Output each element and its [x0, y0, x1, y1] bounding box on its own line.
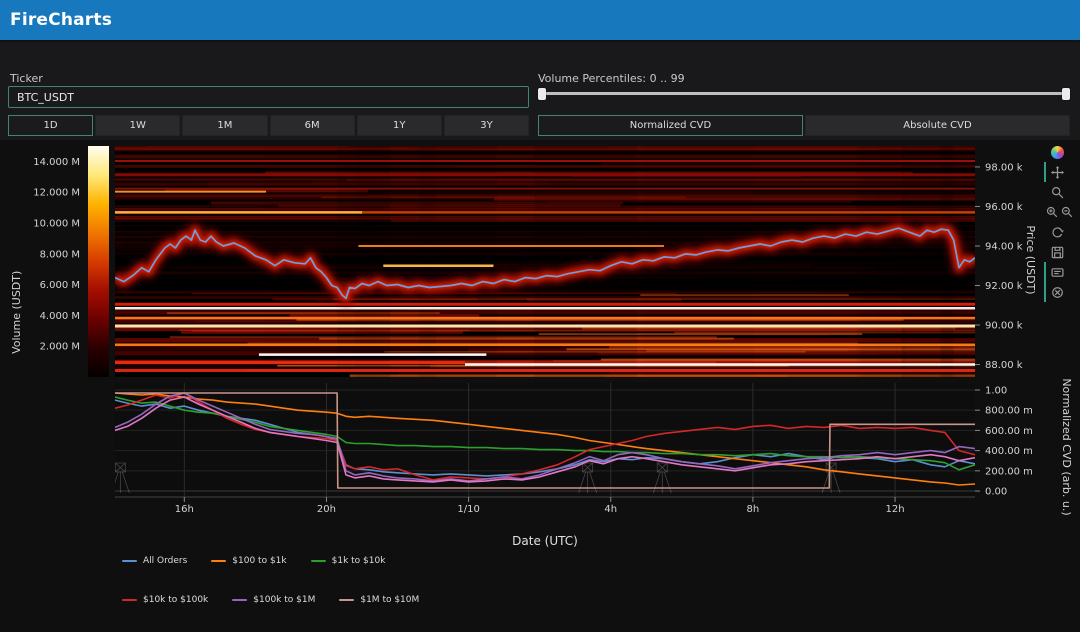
axis-tick-label: 88.00 k: [985, 360, 1023, 371]
legend-row: $10k to $100k $100k to $1M $1M to $10M: [122, 595, 419, 605]
axis-tick-label: 98.00 k: [985, 162, 1023, 173]
legend-item--100k-to-1m[interactable]: $100k to $1M: [232, 595, 315, 605]
price-axis-title: Price (USDT): [1024, 225, 1037, 294]
plotly-modebar: [1044, 142, 1074, 302]
axis-tick-label: 4h: [604, 504, 617, 515]
axis-tick-label: 0.00: [985, 487, 1007, 498]
artifact-glyph: [578, 462, 598, 494]
app-header: FireCharts: [0, 0, 1080, 40]
legend-label: $100 to $1k: [232, 556, 287, 566]
axis-tick-label: 8.000 M: [40, 249, 80, 260]
download-icon[interactable]: [1044, 242, 1068, 262]
axis-tick-label: 20h: [317, 504, 336, 515]
axis-tick-label: 94.00 k: [985, 241, 1023, 252]
axis-tick-label: 1.00: [985, 385, 1007, 396]
legend-swatch: [211, 559, 227, 563]
slider-handle-min[interactable]: [538, 88, 546, 100]
autoscale-icon[interactable]: [1044, 222, 1068, 242]
zoom-in-icon[interactable]: [1044, 202, 1059, 222]
range-button-6m[interactable]: 6M: [269, 115, 355, 136]
cvd-axis-title: Normalized CVD (arb. u.): [1060, 378, 1073, 515]
cvd-lines: [115, 392, 975, 494]
cvd-line--1m-to-10m: [115, 392, 975, 489]
ticker-input[interactable]: [8, 86, 529, 108]
hover-closest-icon[interactable]: [1044, 262, 1068, 282]
cvd-button-row: Normalized CVD Absolute CVD: [538, 115, 1070, 136]
axis-tick-label: 92.00 k: [985, 281, 1023, 292]
axis-tick-label: 1/10: [457, 504, 479, 515]
axis-tick-label: 6.000 M: [40, 280, 80, 291]
slider-handle-max[interactable]: [1062, 88, 1070, 100]
range-button-row: 1D 1W 1M 6M 1Y 3Y: [8, 115, 530, 136]
cvd-line--10k-to-100k: [115, 392, 975, 481]
zoom-out-icon[interactable]: [1059, 202, 1074, 222]
legend-label: $100k to $1M: [253, 595, 316, 605]
range-button-1m[interactable]: 1M: [182, 115, 268, 136]
range-button-3y[interactable]: 3Y: [443, 115, 530, 136]
legend-swatch: [122, 559, 137, 563]
volume-percentiles-label: Volume Percentiles: 0 .. 99: [538, 72, 685, 85]
volume-percentile-slider[interactable]: [538, 88, 1070, 100]
legend-swatch: [122, 598, 137, 602]
cvd-line--100k-to-1m: [115, 392, 975, 482]
slider-track[interactable]: [540, 92, 1068, 95]
axis-tick-label: 600.00 m: [985, 426, 1033, 437]
axis-tick-label: 96.00 k: [985, 202, 1023, 213]
range-button-1y[interactable]: 1Y: [356, 115, 442, 136]
axis-tick-label: 10.000 M: [33, 219, 80, 230]
legend-swatch: [339, 598, 355, 602]
legend-item--10k-to-100k[interactable]: $10k to $100k: [122, 595, 208, 605]
cvd-line-unlabeled: [115, 396, 975, 483]
axis-tick-label: 4.000 M: [40, 311, 80, 322]
axis-tick-label: 12h: [886, 504, 905, 515]
plotly-logo-icon[interactable]: [1044, 142, 1068, 162]
legend-item--100-to-1k[interactable]: $100 to $1k: [211, 556, 287, 566]
legend-swatch: [232, 598, 248, 602]
chart-legend: All Orders $100 to $1k $1k to $10k $10k to …: [122, 556, 419, 632]
legend-label: $1M to $10M: [360, 595, 420, 605]
range-button-1d[interactable]: 1D: [8, 115, 94, 136]
price-heatmap-plot[interactable]: [115, 146, 1026, 377]
date-axis-title: Date (UTC): [512, 534, 578, 548]
legend-label: $10k to $100k: [143, 595, 209, 605]
spikelines-icon[interactable]: [1044, 282, 1068, 302]
cvd-line--100-to-1k: [115, 392, 975, 486]
plotly-logo-icon: [1050, 145, 1064, 159]
legend-item--1m-to-10m[interactable]: $1M to $10M: [339, 595, 419, 605]
axis-tick-label: 8h: [747, 504, 760, 515]
legend-item-all-orders[interactable]: All Orders: [122, 556, 187, 566]
axis-tick-label: 12.000 M: [33, 188, 80, 199]
app-title: FireCharts: [10, 10, 113, 30]
axis-tick-label: 14.000 M: [33, 157, 80, 168]
cvd-button-normalized-cvd[interactable]: Normalized CVD: [538, 115, 803, 136]
cvd-button-absolute-cvd[interactable]: Absolute CVD: [805, 115, 1070, 136]
pan-icon[interactable]: [1044, 162, 1068, 182]
axis-tick-label: 800.00 m: [985, 406, 1033, 417]
legend-item--1k-to-10k[interactable]: $1k to $10k: [310, 556, 386, 566]
volume-axis-title: Volume (USDT): [10, 271, 23, 354]
range-button-1w[interactable]: 1W: [95, 115, 181, 136]
legend-label: All Orders: [143, 556, 188, 566]
cvd-plot[interactable]: [115, 383, 975, 497]
axis-tick-label: 200.00 m: [985, 466, 1033, 477]
artifact-glyph: [821, 462, 841, 494]
artifact-glyph: [652, 462, 672, 494]
axis-tick-label: 400.00 m: [985, 446, 1033, 457]
chart-figure: 2.000 M 4.000 M 6.000 M 8.000 M 10.000 M 12.0…: [0, 140, 1080, 632]
axis-tick-label: 2.000 M: [40, 342, 80, 353]
legend-swatch: [310, 559, 326, 563]
charts-svg: 2.000 M 4.000 M 6.000 M 8.000 M 10.000 M 12.0…: [10, 146, 1073, 548]
legend-label: $1k to $10k: [331, 556, 386, 566]
axis-tick-label: 16h: [175, 504, 194, 515]
volume-colorbar: [88, 146, 109, 377]
ticker-label: Ticker: [10, 72, 43, 85]
price-line: [115, 227, 975, 300]
artifact-glyph: [115, 462, 130, 494]
zoom-icon[interactable]: [1044, 182, 1068, 202]
legend-row: All Orders $100 to $1k $1k to $10k: [122, 556, 419, 566]
axis-tick-label: 90.00 k: [985, 321, 1023, 332]
